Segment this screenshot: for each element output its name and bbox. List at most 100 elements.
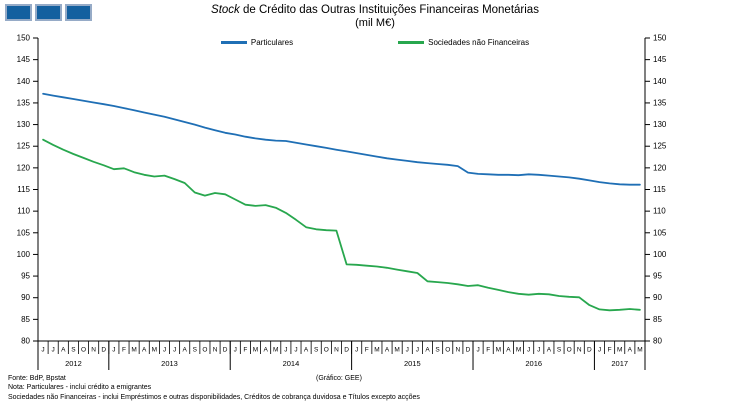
svg-text:2013: 2013 <box>161 359 178 368</box>
svg-text:100: 100 <box>653 250 667 259</box>
svg-text:2015: 2015 <box>404 359 421 368</box>
svg-text:D: D <box>101 347 106 354</box>
svg-text:D: D <box>344 347 349 354</box>
svg-text:A: A <box>425 347 430 354</box>
page-title: Stock de Crédito das Outras Instituições… <box>0 4 750 16</box>
svg-text:115: 115 <box>17 185 30 194</box>
svg-text:O: O <box>202 347 207 354</box>
page-subtitle: (mil M€) <box>355 17 395 29</box>
svg-text:M: M <box>131 347 136 354</box>
svg-text:N: N <box>455 347 460 354</box>
svg-text:125: 125 <box>653 142 667 151</box>
svg-text:2012: 2012 <box>65 359 82 368</box>
svg-text:95: 95 <box>21 272 30 281</box>
svg-text:N: N <box>334 347 339 354</box>
svg-text:M: M <box>394 347 399 354</box>
svg-text:S: S <box>435 347 440 354</box>
svg-text:N: N <box>213 347 218 354</box>
logo-square-icon <box>65 4 92 21</box>
svg-text:90: 90 <box>21 293 30 302</box>
svg-text:85: 85 <box>653 315 662 324</box>
svg-text:85: 85 <box>21 315 30 324</box>
svg-text:105: 105 <box>653 228 667 237</box>
svg-text:A: A <box>61 347 66 354</box>
footer-source: Fonte: BdP, Bpstat <box>8 375 66 382</box>
svg-text:2016: 2016 <box>525 359 542 368</box>
logo-square-icon <box>35 4 62 21</box>
svg-text:115: 115 <box>653 185 666 194</box>
svg-text:S: S <box>557 347 562 354</box>
svg-text:J: J <box>112 347 115 354</box>
svg-text:J: J <box>52 347 55 354</box>
svg-text:A: A <box>183 347 188 354</box>
svg-text:J: J <box>294 347 297 354</box>
svg-text:J: J <box>476 347 479 354</box>
svg-text:O: O <box>567 347 572 354</box>
svg-text:F: F <box>608 347 612 354</box>
svg-text:140: 140 <box>653 77 667 86</box>
svg-text:J: J <box>163 347 166 354</box>
svg-text:145: 145 <box>17 55 31 64</box>
svg-text:110: 110 <box>17 207 30 216</box>
svg-text:A: A <box>142 347 147 354</box>
svg-text:M: M <box>253 347 258 354</box>
svg-text:S: S <box>193 347 198 354</box>
svg-text:A: A <box>304 347 309 354</box>
svg-text:80: 80 <box>653 337 662 346</box>
svg-text:J: J <box>416 347 419 354</box>
svg-text:90: 90 <box>653 293 662 302</box>
svg-text:95: 95 <box>653 272 662 281</box>
svg-text:D: D <box>223 347 228 354</box>
legend-line-blue-icon <box>220 41 247 44</box>
svg-text:F: F <box>365 347 369 354</box>
svg-text:125: 125 <box>17 142 31 151</box>
svg-text:M: M <box>516 347 521 354</box>
svg-text:135: 135 <box>17 98 31 107</box>
svg-text:A: A <box>263 347 268 354</box>
svg-text:J: J <box>41 347 44 354</box>
svg-text:F: F <box>122 347 126 354</box>
svg-text:S: S <box>314 347 319 354</box>
svg-text:O: O <box>81 347 86 354</box>
svg-text:D: D <box>466 347 471 354</box>
footer-note-2: Sociedades não Financeiras - inclui Empr… <box>8 394 420 401</box>
svg-text:M: M <box>637 347 642 354</box>
logo <box>5 4 92 21</box>
svg-text:140: 140 <box>17 77 31 86</box>
svg-text:130: 130 <box>17 120 31 129</box>
footer-credit: (Gráfico: GEE) <box>316 375 362 382</box>
svg-text:F: F <box>486 347 490 354</box>
svg-text:145: 145 <box>653 55 667 64</box>
svg-text:A: A <box>547 347 552 354</box>
svg-text:100: 100 <box>17 250 31 259</box>
svg-text:S: S <box>71 347 76 354</box>
svg-text:M: M <box>273 347 278 354</box>
svg-text:M: M <box>374 347 379 354</box>
svg-text:D: D <box>587 347 592 354</box>
svg-text:150: 150 <box>653 34 667 43</box>
line-chart: 80 80 85 85 90 90 95 95 100 100 105 105 110 110 115 115… <box>17 34 667 370</box>
legend-item-sociedades: Sociedades não Financeiras <box>398 38 529 47</box>
svg-text:J: J <box>527 347 530 354</box>
svg-text:2017: 2017 <box>611 359 628 368</box>
svg-text:J: J <box>406 347 409 354</box>
svg-text:130: 130 <box>653 120 667 129</box>
legend-item-particulares: Particulares <box>220 38 294 47</box>
svg-text:O: O <box>445 347 450 354</box>
svg-text:J: J <box>537 347 540 354</box>
svg-text:M: M <box>152 347 157 354</box>
svg-text:120: 120 <box>17 163 31 172</box>
legend-label-particulares: Particulares <box>250 38 294 47</box>
chart-legend: Particulares Sociedades não Financeiras <box>0 38 750 47</box>
page-title-italic: Stock <box>211 4 240 16</box>
legend-line-green-icon <box>398 41 425 44</box>
svg-text:J: J <box>284 347 287 354</box>
svg-text:M: M <box>617 347 622 354</box>
svg-text:150: 150 <box>17 34 31 43</box>
page-title-rest: de Crédito das Outras Instituições Finan… <box>239 4 539 16</box>
svg-text:80: 80 <box>21 337 30 346</box>
svg-text:N: N <box>91 347 96 354</box>
svg-text:110: 110 <box>653 207 666 216</box>
svg-text:J: J <box>598 347 601 354</box>
